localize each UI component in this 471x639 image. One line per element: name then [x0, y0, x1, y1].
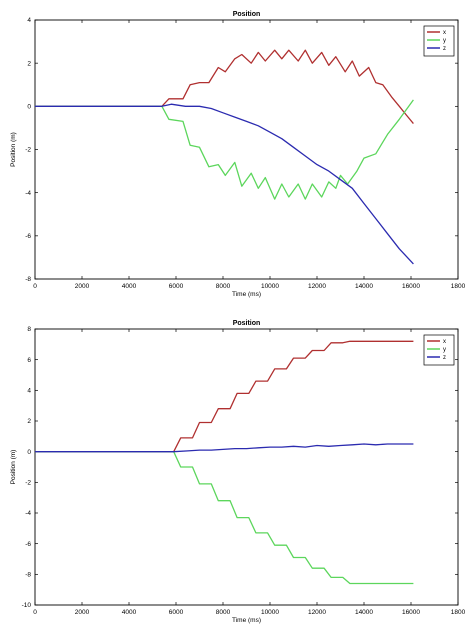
position-chart-top: Position 0 2000 4000 6000 8000 10000 12000 14000… [10, 11, 466, 298]
chart-0-legend-label-z: z [443, 46, 446, 52]
chart-0-x-tick-label: 8000 [216, 283, 231, 290]
chart-1-series-y-line [35, 451, 414, 585]
chart-1-y-tick-label: 6 [27, 357, 31, 364]
position-chart-bottom: Position 0 2000 4000 6000 8000 10000 12000 14000… [10, 320, 466, 624]
chart-1-x-tick-label: 8000 [216, 609, 231, 616]
chart-0-x-tick-label: 0 [33, 283, 37, 290]
chart-1-y-tick-label: 0 [27, 449, 31, 456]
chart-0-x-tick-label: 12000 [308, 283, 326, 290]
chart-0-x-tick-label: 16000 [402, 283, 420, 290]
chart-1-legend [423, 334, 455, 366]
chart-0-x-tick-label: 14000 [355, 283, 373, 290]
chart-0-x-tick-label: 1800 [451, 283, 466, 290]
chart-0-y-tick-label: -8 [25, 276, 31, 283]
chart-0-legend-label-y: y [443, 38, 446, 44]
chart-1-y-axis-label: Position (m) [10, 450, 17, 485]
chart-0-x-tick-label: 4000 [122, 283, 137, 290]
chart-0-series-y-line [35, 99, 414, 200]
chart-1-x-tick-label: 6000 [169, 609, 184, 616]
chart-0-series-z-line [35, 103, 414, 265]
chart-1-x-tick-label: 16000 [402, 609, 420, 616]
chart-0-title: Position [233, 11, 261, 18]
chart-0-y-tick-label: 2 [27, 60, 31, 67]
chart-0-y-tick-label: -2 [25, 147, 31, 154]
chart-1-x-tick-label: 14000 [355, 609, 373, 616]
chart-0-x-tick-label: 6000 [169, 283, 184, 290]
chart-0-y-axis-label: Position (m) [10, 132, 17, 167]
chart-1-x-axis-label: Time (ms) [232, 617, 261, 624]
chart-0-y-tick-label: -4 [25, 190, 31, 197]
chart-1-legend-label-x: x [443, 339, 446, 345]
chart-1-y-tick-label: 4 [27, 388, 31, 395]
chart-1-x-tick-label: 0 [33, 609, 37, 616]
chart-0-series-x-line [35, 49, 414, 125]
chart-1-y-tick-label: -8 [25, 572, 31, 579]
chart-1-title: Position [233, 320, 261, 327]
chart-1-legend-label-y: y [443, 347, 446, 353]
chart-0-x-tick-label: 10000 [261, 283, 279, 290]
chart-1-x-tick-label: 12000 [308, 609, 326, 616]
chart-0-x-tick-label: 2000 [75, 283, 90, 290]
chart-1-legend-label-z: z [443, 355, 446, 361]
chart-0-y-tick-label: 4 [27, 17, 31, 24]
chart-1-x-tick-label: 10000 [261, 609, 279, 616]
chart-1-y-tick-label: -4 [25, 510, 31, 517]
chart-1-y-tick-label: -10 [22, 602, 32, 609]
chart-0-y-tick-label: 0 [27, 104, 31, 111]
chart-0-legend [423, 25, 455, 57]
chart-1-y-tick-label: -6 [25, 541, 31, 548]
chart-1-series-z-line [35, 443, 414, 453]
chart-1-y-tick-label: 2 [27, 418, 31, 425]
chart-1-x-tick-label: 4000 [122, 609, 137, 616]
chart-1-x-tick-label: 1800 [451, 609, 466, 616]
chart-0-legend-label-x: x [443, 30, 446, 36]
chart-0-x-axis-label: Time (ms) [232, 291, 261, 298]
chart-1-x-tick-label: 2000 [75, 609, 90, 616]
chart-1-plot-frame [34, 328, 459, 606]
chart-1-series-x-line [35, 340, 414, 453]
chart-0-y-tick-label: -6 [25, 233, 31, 240]
chart-1-y-tick-label: 8 [27, 326, 31, 333]
chart-1-y-tick-label: -2 [25, 480, 31, 487]
